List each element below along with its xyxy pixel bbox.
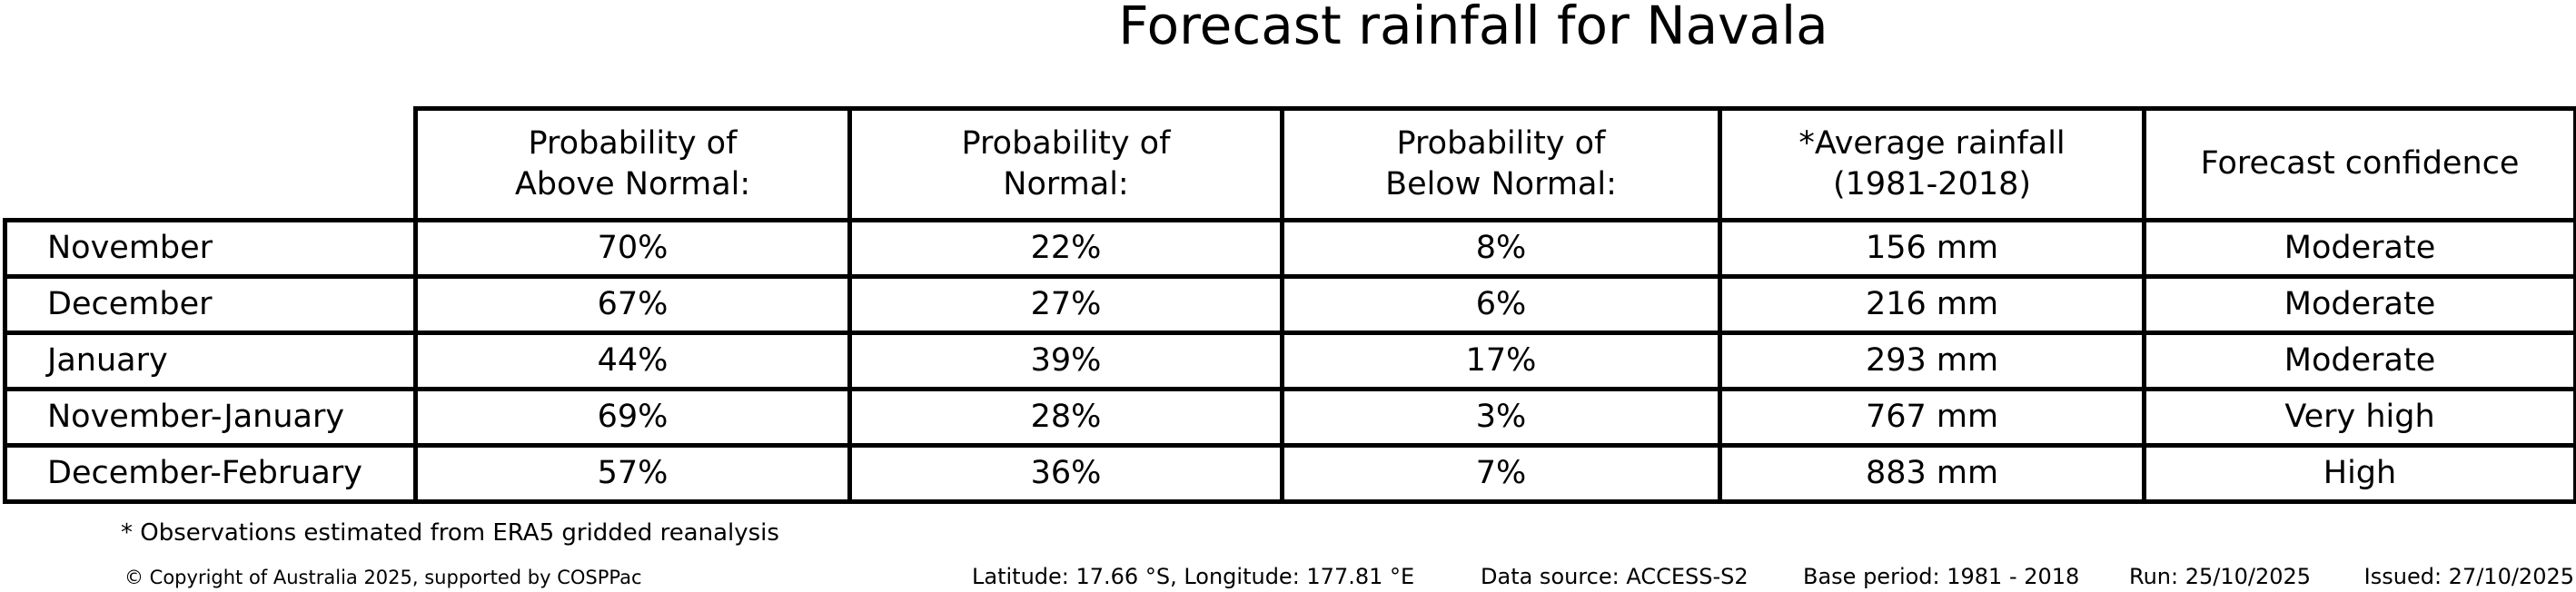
table-row: January 44% 39% 17% 293 mm Moderate <box>3 331 2576 391</box>
normal-cell: 27% <box>847 274 1284 335</box>
col-header-average-rainfall: *Average rainfall (1981-2018) <box>1718 106 2146 222</box>
above-normal-cell: 67% <box>413 274 852 335</box>
col-header-normal: Probability of Normal: <box>847 106 1284 222</box>
average-rainfall-cell: 293 mm <box>1718 331 2146 391</box>
below-normal-cell: 6% <box>1280 274 1722 335</box>
confidence-cell: Moderate <box>2142 218 2576 279</box>
header-line: *Average rainfall <box>1798 124 2066 162</box>
header-line: Below Normal: <box>1385 166 1617 202</box>
above-normal-cell: 70% <box>413 218 852 279</box>
average-rainfall-cell: 156 mm <box>1718 218 2146 279</box>
location-text: Latitude: 17.66 °S, Longitude: 177.81 °E <box>972 564 1415 589</box>
average-rainfall-cell: 216 mm <box>1718 274 2146 335</box>
run-date-text: Run: 25/10/2025 <box>2129 564 2312 589</box>
average-rainfall-cell: 767 mm <box>1718 387 2146 448</box>
confidence-cell: Moderate <box>2142 331 2576 391</box>
header-line: Probability of <box>961 124 1171 162</box>
corner-cell <box>5 109 416 221</box>
below-normal-cell: 8% <box>1280 218 1722 279</box>
table-row: December-February 57% 36% 7% 883 mm High <box>3 443 2576 504</box>
below-normal-cell: 17% <box>1280 331 1722 391</box>
table-header-row: Probability of Above Normal: Probability… <box>5 106 2576 222</box>
col-header-above-normal: Probability of Above Normal: <box>413 106 852 222</box>
header-line: Probability of <box>1396 124 1606 162</box>
period-cell: December <box>3 274 418 335</box>
header-line: Probability of <box>528 124 738 162</box>
above-normal-cell: 69% <box>413 387 852 448</box>
above-normal-cell: 57% <box>413 443 852 504</box>
header-line: (1981-2018) <box>1832 166 2032 202</box>
normal-cell: 22% <box>847 218 1284 279</box>
data-source-text: Data source: ACCESS-S2 <box>1481 564 1749 589</box>
confidence-cell: High <box>2142 443 2576 504</box>
table-row: November-January 69% 28% 3% 767 mm Very … <box>3 387 2576 448</box>
header-line: Forecast confidence <box>2200 145 2520 183</box>
copyright-text: © Copyright of Australia 2025, supported… <box>124 567 642 588</box>
base-period-text: Base period: 1981 - 2018 <box>1803 564 2080 589</box>
col-header-below-normal: Probability of Below Normal: <box>1280 106 1722 222</box>
period-cell: November <box>3 218 418 279</box>
col-header-forecast-confidence: Forecast confidence <box>2142 106 2576 222</box>
average-rainfall-cell: 883 mm <box>1718 443 2146 504</box>
below-normal-cell: 7% <box>1280 443 1722 504</box>
normal-cell: 39% <box>847 331 1284 391</box>
confidence-cell: Very high <box>2142 387 2576 448</box>
period-cell: January <box>3 331 418 391</box>
table-row: December 67% 27% 6% 216 mm Moderate <box>3 274 2576 335</box>
issued-date-text: Issued: 27/10/2025 <box>2363 564 2574 589</box>
forecast-table: Probability of Above Normal: Probability… <box>3 106 2576 504</box>
above-normal-cell: 44% <box>413 331 852 391</box>
period-cell: November-January <box>3 387 418 448</box>
header-line: Normal: <box>1003 166 1129 202</box>
footnote: * Observations estimated from ERA5 gridd… <box>121 519 779 547</box>
normal-cell: 28% <box>847 387 1284 448</box>
normal-cell: 36% <box>847 443 1284 504</box>
period-cell: December-February <box>3 443 418 504</box>
header-line: Above Normal: <box>514 166 751 202</box>
below-normal-cell: 3% <box>1280 387 1722 448</box>
confidence-cell: Moderate <box>2142 274 2576 335</box>
table-row: November 70% 22% 8% 156 mm Moderate <box>3 218 2576 279</box>
page-title: Forecast rainfall for Navala <box>1118 0 1828 56</box>
